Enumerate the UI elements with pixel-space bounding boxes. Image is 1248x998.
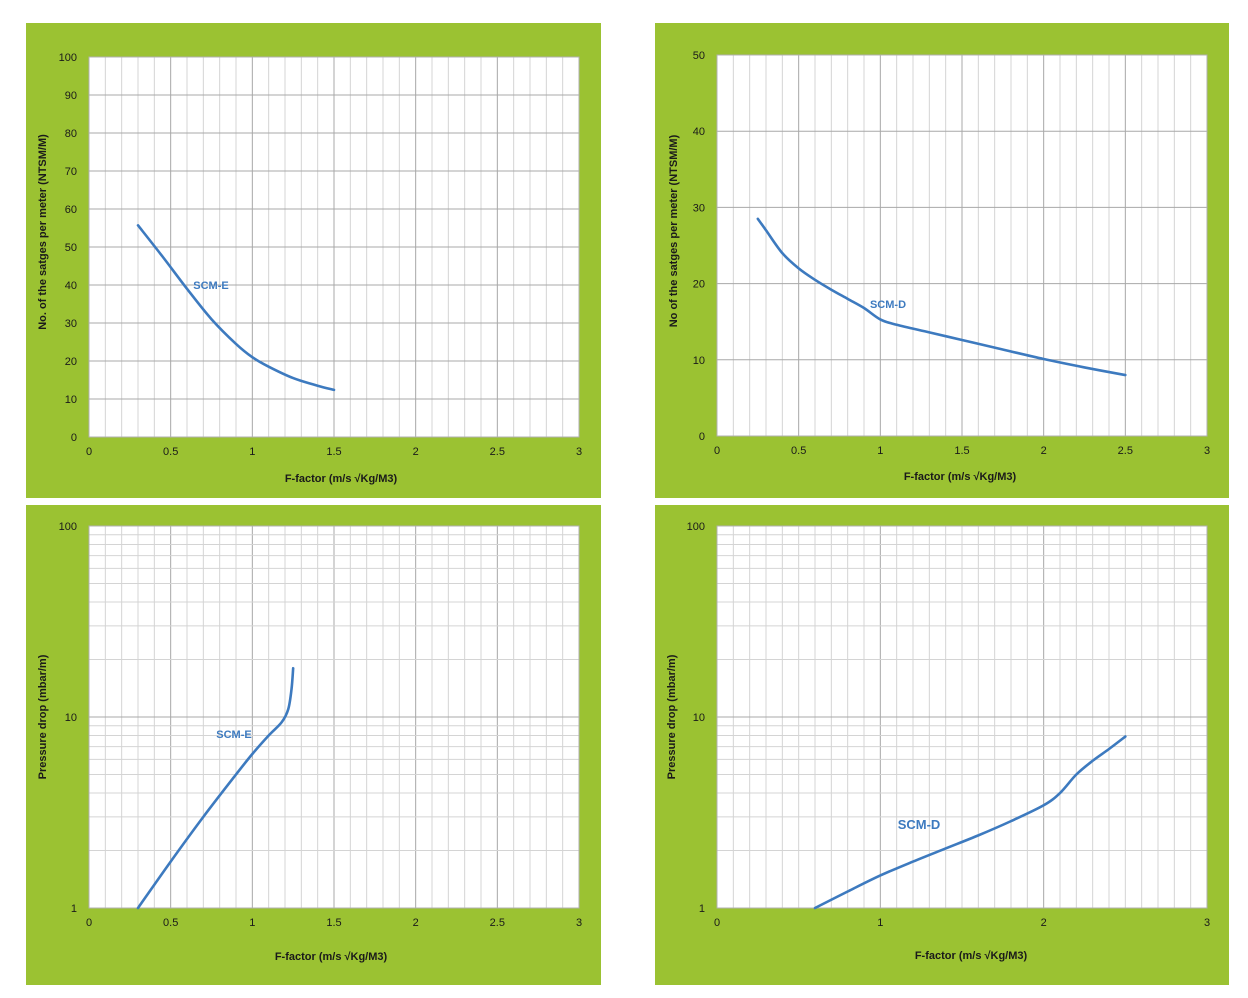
- x-tick-label: 3: [1204, 917, 1210, 929]
- grid: [89, 526, 579, 908]
- series-label: SCM-E: [216, 729, 251, 741]
- grid: [717, 526, 1207, 908]
- y-axis-label: No of the satges per meter (NTSM/M): [668, 134, 680, 327]
- x-tick-label: 2.5: [490, 917, 505, 929]
- x-tick-label: 1: [877, 917, 883, 929]
- x-tick-label: 0: [86, 446, 92, 458]
- x-tick-label: 2: [413, 917, 419, 929]
- y-axis-label: Pressure drop (mbar/m): [666, 654, 678, 779]
- grid: [717, 54, 1207, 436]
- x-tick-label: 3: [576, 446, 582, 458]
- y-tick-label: 100: [687, 521, 705, 533]
- y-tick-label: 10: [693, 355, 705, 367]
- y-tick-label: 20: [65, 356, 77, 368]
- x-tick-label: 0.5: [163, 917, 178, 929]
- series-label: SCM-D: [898, 817, 941, 832]
- y-tick-label: 40: [693, 126, 705, 138]
- chart-panel-stages-scm-d: 0 0.5 1 1.5 2 2.5 3 0 10 20 30 40 50 F-factor (m/s √K…: [655, 23, 1229, 498]
- chart-svg: 0 0.5 1 1.5 2 2.5 3 1 10 100 F-factor (m/s √Kg/M3)…: [37, 521, 582, 963]
- x-axis-label: F-factor (m/s √Kg/M3): [915, 950, 1028, 962]
- y-tick-label: 90: [65, 90, 77, 102]
- y-tick-label: 100: [59, 521, 77, 533]
- grid: [89, 56, 579, 437]
- y-tick-label: 30: [693, 202, 705, 214]
- x-tick-label: 2: [1041, 445, 1047, 457]
- x-tick-label: 2.5: [1118, 445, 1133, 457]
- plot-frame: [716, 54, 1208, 437]
- x-tick-label: 0: [86, 917, 92, 929]
- plot-frame: [88, 56, 580, 438]
- y-tick-label: 10: [65, 394, 77, 406]
- y-tick-label: 0: [71, 432, 77, 444]
- y-axis-label: No. of the satges per meter (NTSM/M): [37, 134, 49, 330]
- series-line: [813, 735, 1127, 910]
- series-line: [136, 224, 336, 392]
- series-line: [756, 217, 1127, 377]
- x-tick-label: 0.5: [163, 446, 178, 458]
- y-tick-label: 1: [71, 903, 77, 915]
- y-tick-label: 10: [65, 712, 77, 724]
- y-tick-label: 100: [59, 52, 77, 64]
- chart-svg: 0 0.5 1 1.5 2 2.5 30102030405060708090100F-fac…: [37, 52, 582, 485]
- x-tick-label: 3: [1204, 445, 1210, 457]
- x-tick-label: 2: [413, 446, 419, 458]
- y-tick-label: 70: [65, 166, 77, 178]
- x-tick-label: 2.5: [490, 446, 505, 458]
- chart-panel-pressure-scm-d: 0 1 2 3 1 10 100 F-factor (m/s √Kg/M3) Pressure …: [655, 505, 1229, 985]
- series-label: SCM-D: [870, 299, 906, 311]
- x-tick-label: 1.5: [954, 445, 969, 457]
- plot-frame: [88, 525, 580, 909]
- x-axis-label: F-factor (m/s √Kg/M3): [904, 471, 1017, 483]
- x-tick-label: 0: [714, 445, 720, 457]
- series-line: [136, 666, 295, 910]
- y-tick-label: 60: [65, 204, 77, 216]
- y-tick-label: 1: [699, 903, 705, 915]
- x-tick-label: 0: [714, 917, 720, 929]
- x-axis-label: F-factor (m/s √Kg/M3): [275, 951, 388, 963]
- x-tick-label: 1.5: [326, 917, 341, 929]
- x-tick-label: 1: [249, 917, 255, 929]
- y-tick-label: 80: [65, 128, 77, 140]
- y-tick-label: 10: [693, 712, 705, 724]
- x-tick-label: 0.5: [791, 445, 806, 457]
- y-tick-label: 50: [693, 50, 705, 62]
- x-tick-label: 2: [1041, 917, 1047, 929]
- x-tick-label: 3: [576, 917, 582, 929]
- series-label: SCM-E: [193, 280, 228, 292]
- chart-panel-stages-scm-e: 0 0.5 1 1.5 2 2.5 3 0 10 20 30 40 50 60 70 80 90 100 F-fac…: [26, 23, 601, 498]
- x-tick-label: 1: [249, 446, 255, 458]
- y-tick-label: 50: [65, 242, 77, 254]
- y-tick-label: 20: [693, 279, 705, 291]
- y-tick-label: 40: [65, 280, 77, 292]
- x-axis-label: F-factor (m/s √Kg/M3): [285, 473, 398, 485]
- plot-frame: [716, 525, 1208, 909]
- y-axis-label: Pressure drop (mbar/m): [37, 654, 49, 779]
- y-tick-label: 30: [65, 318, 77, 330]
- x-tick-label: 1.5: [326, 446, 341, 458]
- y-tick-label: 0: [699, 431, 705, 443]
- chart-panel-pressure-scm-e: 0 0.5 1 1.5 2 2.5 3 1 10 100 F-factor (m/s √Kg/M3)…: [26, 505, 601, 985]
- x-tick-label: 1: [877, 445, 883, 457]
